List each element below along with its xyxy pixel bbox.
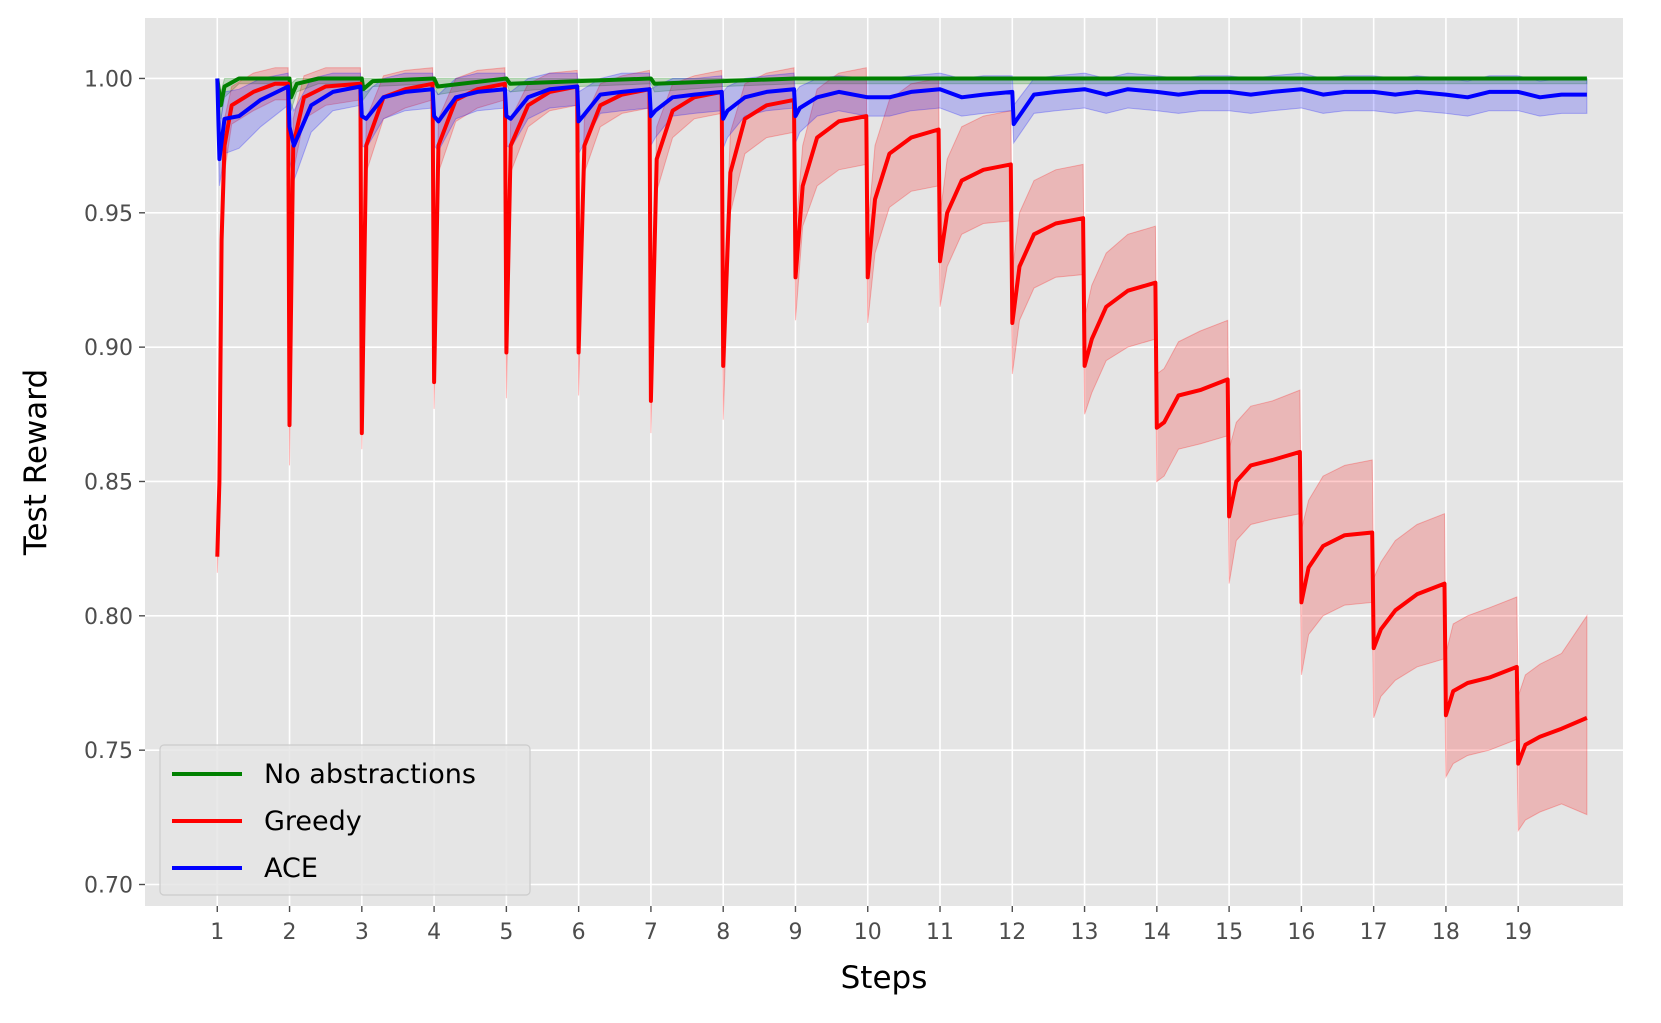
legend-box: [159, 744, 531, 896]
series-line: [215, 81, 1588, 766]
series-line: [215, 78, 1587, 162]
legend-entry-label: Greedy: [264, 806, 362, 837]
x-tick-label: 6: [572, 920, 586, 945]
x-tick-label: 5: [499, 920, 513, 945]
y-tick-label: 0.95: [84, 202, 133, 227]
legend-entry-label: No abstractions: [264, 759, 476, 790]
y-tick-label: 0.75: [84, 739, 133, 764]
x-tick-label: 11: [926, 920, 954, 945]
x-axis-ticks: 1 2 3 4 5 6 7 8 9 10 11 12 13 14 15 16 17 18 19: [210, 906, 1532, 945]
y-tick-label: 0.90: [84, 336, 133, 361]
x-tick-label: 14: [1143, 920, 1171, 945]
y-tick-label: 0.80: [84, 605, 133, 630]
x-tick-label: 19: [1504, 920, 1532, 945]
x-tick-label: 15: [1215, 920, 1243, 945]
y-tick-label: 0.85: [84, 470, 133, 495]
y-axis-label: Test Reward: [18, 369, 54, 556]
y-tick-label: 1.00: [84, 67, 133, 92]
x-tick-label: 10: [854, 920, 882, 945]
legend: No abstractions Greedy ACE: [159, 744, 531, 896]
x-tick-label: 2: [283, 920, 297, 945]
x-tick-label: 13: [1071, 920, 1099, 945]
x-tick-label: 12: [998, 920, 1026, 945]
x-tick-label: 4: [427, 920, 441, 945]
x-tick-label: 17: [1360, 920, 1388, 945]
legend-entry-label: ACE: [264, 853, 318, 884]
y-axis-ticks: 0.70 0.75 0.80 0.85 0.90 0.95 1.00: [84, 67, 145, 899]
x-tick-label: 8: [716, 920, 730, 945]
x-tick-label: 18: [1432, 920, 1460, 945]
y-tick-label: 0.70: [84, 874, 133, 899]
series-lines: [215, 76, 1588, 766]
x-tick-label: 1: [210, 920, 224, 945]
x-tick-label: 7: [644, 920, 658, 945]
x-axis-label: Steps: [841, 960, 928, 996]
x-tick-label: 9: [788, 920, 802, 945]
x-tick-label: 3: [355, 920, 369, 945]
x-tick-label: 16: [1287, 920, 1315, 945]
